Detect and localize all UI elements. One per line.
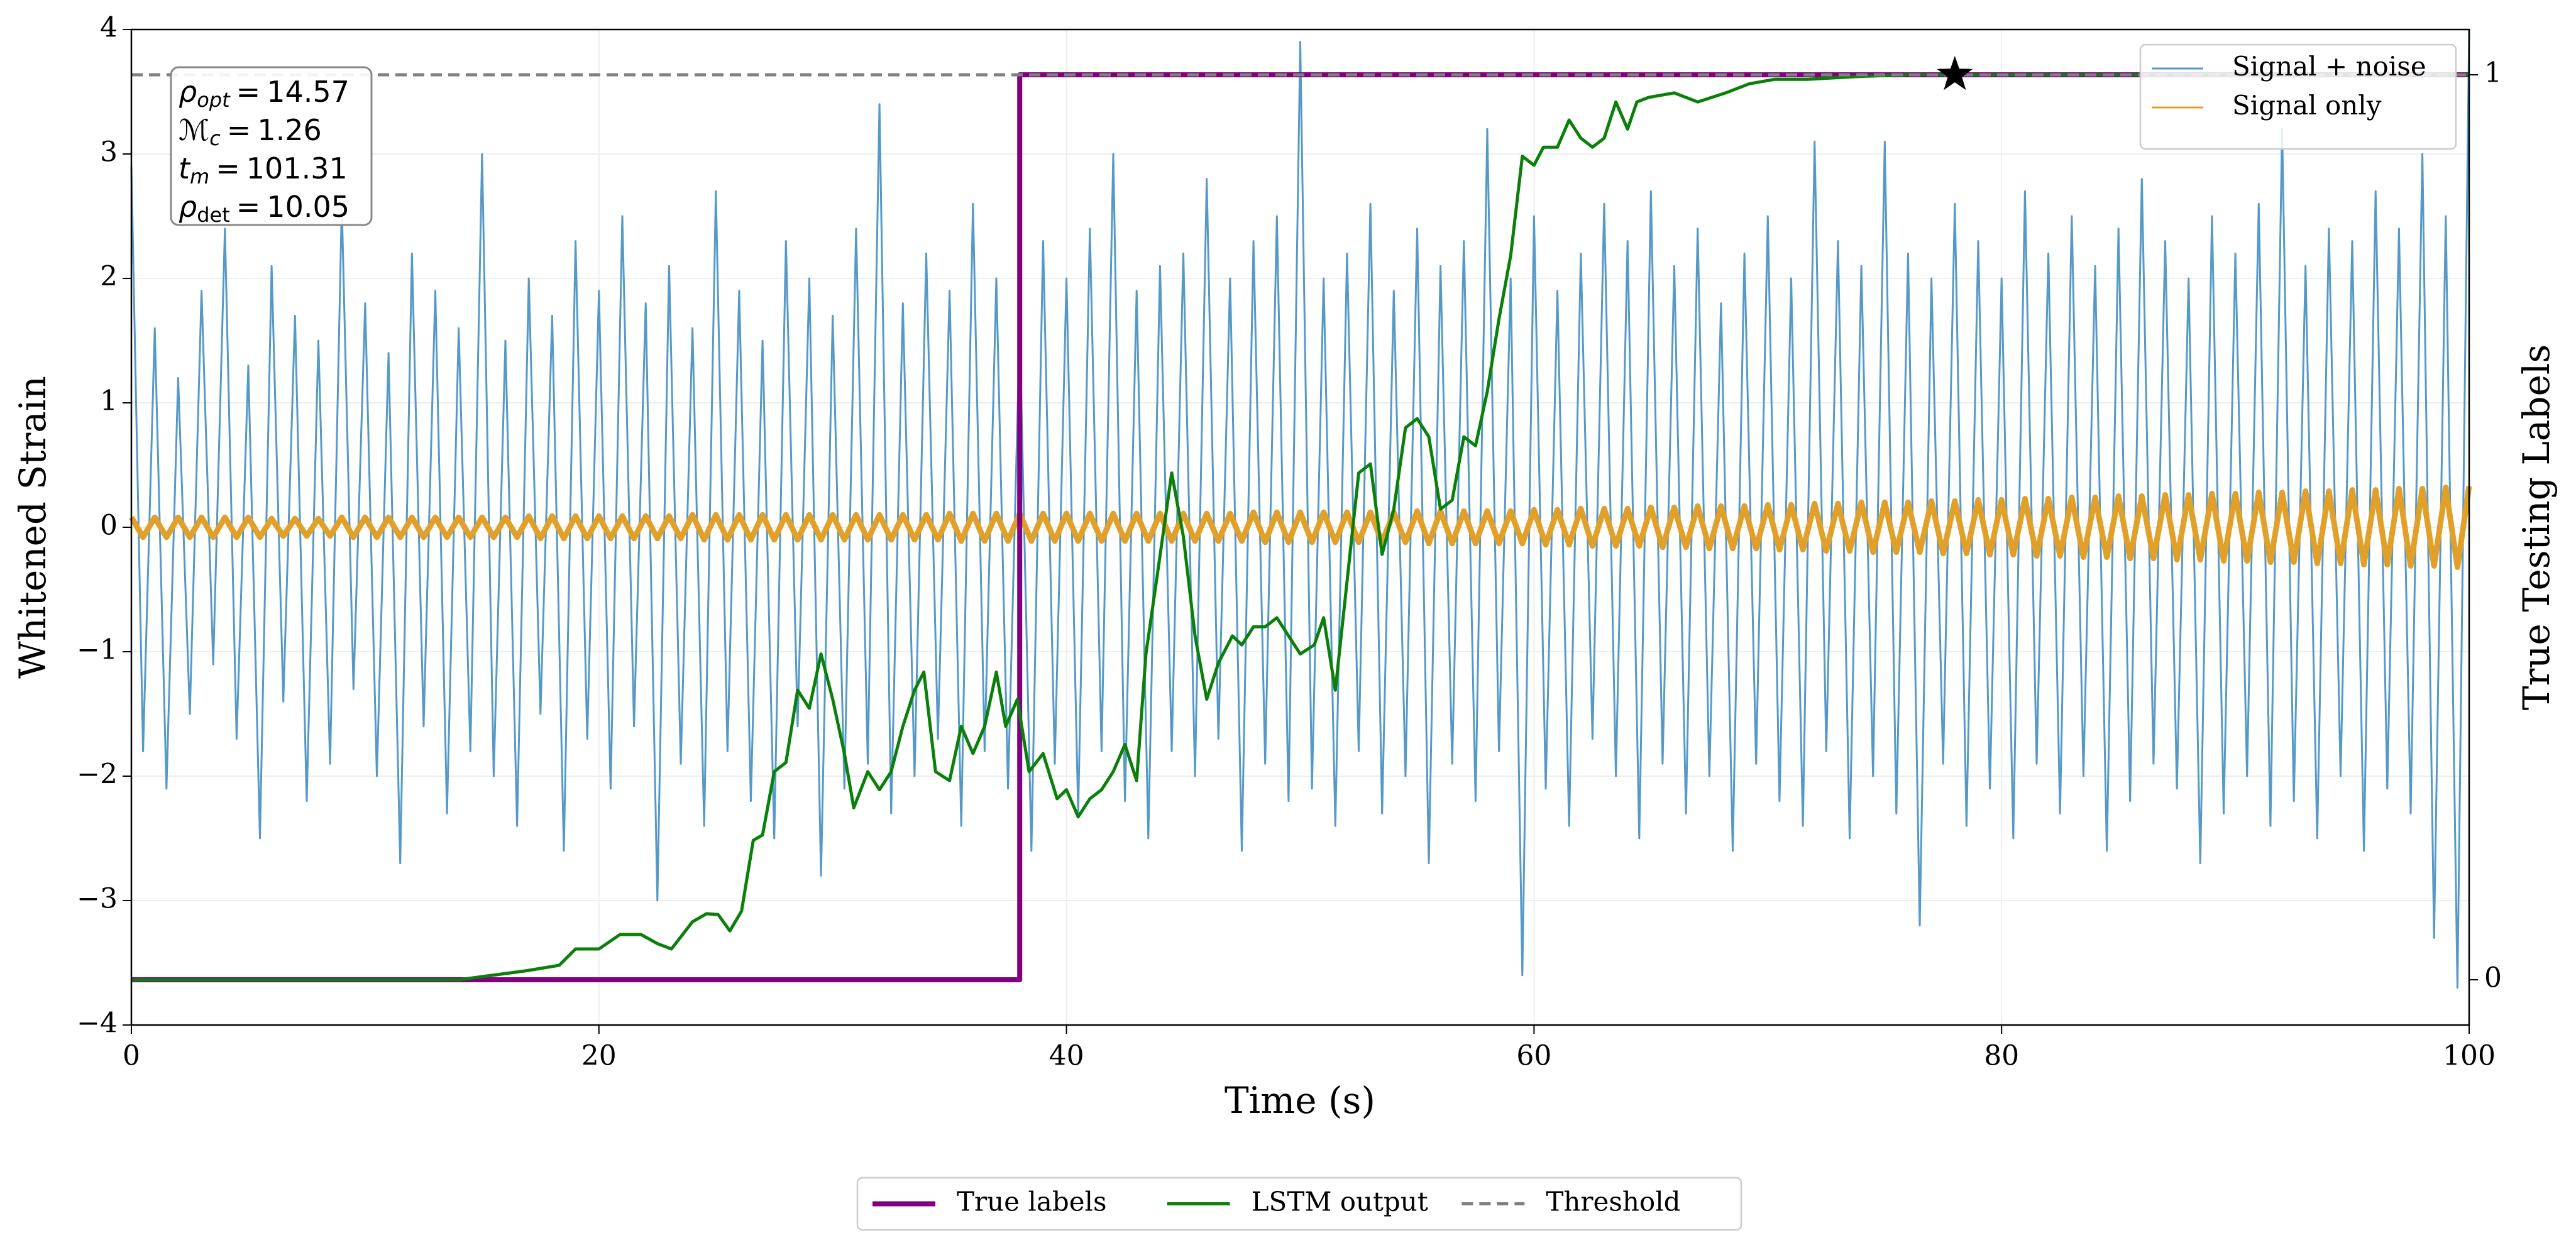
annotation-value: 14.57 <box>267 75 350 109</box>
y-tick-label: −4 <box>77 1007 118 1039</box>
annotation-symbol: t <box>179 151 191 185</box>
x-tick-label: 20 <box>581 1040 617 1072</box>
y-tick-label: −3 <box>77 883 118 915</box>
y2-axis-label: True Testing Labels <box>2515 344 2558 710</box>
axes-frame <box>130 28 2470 1026</box>
y-tick-label: −2 <box>77 759 118 791</box>
annotation-subscript: det <box>197 203 230 227</box>
annotation-text: ρopt = 14.57 <box>179 75 350 112</box>
annotation-symbol: ρ <box>179 75 197 109</box>
legend-frame <box>856 1176 1742 1231</box>
legend: True labels LSTM output Threshold <box>856 1176 1742 1231</box>
legend-frame <box>2139 43 2457 150</box>
y2-tick-label: 1 <box>2484 57 2502 89</box>
legend-label: Threshold <box>1546 1187 1680 1217</box>
x-tick-label: 0 <box>123 1040 140 1072</box>
legend-label: Signal + noise <box>2232 51 2426 82</box>
plot-area <box>129 29 2472 1026</box>
legend-label: True labels <box>957 1187 1107 1217</box>
annotation-text: tm = 101.31 <box>179 151 348 189</box>
x-tick-label: 100 <box>2443 1040 2496 1072</box>
y-tick-label: 0 <box>100 510 118 542</box>
annotation-subscript: m <box>190 165 209 189</box>
annotation-operator: = <box>227 113 251 147</box>
annotation-value: 101.31 <box>246 151 348 185</box>
y-tick-label: 4 <box>100 12 118 44</box>
annotation-symbol: ρ <box>179 190 197 224</box>
y-tick-label: −1 <box>77 634 118 666</box>
annotation-text: ρdet = 10.05 <box>179 190 350 228</box>
annotation-operator: = <box>236 190 261 224</box>
star-marker <box>1937 56 1973 90</box>
y-tick-label: 3 <box>100 136 118 168</box>
legend-label: LSTM output <box>1252 1187 1428 1217</box>
series-line <box>131 73 2469 982</box>
y-axis-label: Whitened Strain <box>11 376 54 679</box>
annotation-text: ℳc = 1.26 <box>179 113 322 151</box>
y2-tick-label: 0 <box>2484 962 2502 994</box>
annotation-value: 1.26 <box>257 113 321 147</box>
annotation-operator: = <box>236 75 261 109</box>
x-tick-label: 40 <box>1049 1040 1084 1072</box>
annotation-frame <box>170 66 373 226</box>
annotation-value: 10.05 <box>267 190 350 224</box>
series-line <box>131 72 2469 982</box>
x-tick-label: 80 <box>1984 1040 2019 1072</box>
y-tick-label: 1 <box>100 385 118 417</box>
annotation-subscript: opt <box>197 88 231 112</box>
annotation-subscript: c <box>209 126 221 150</box>
series-line <box>130 29 2470 989</box>
x-tick-label: 60 <box>1516 1040 1551 1072</box>
legend-label: Signal only <box>2232 90 2382 121</box>
annotation-symbol: ℳ <box>179 113 209 147</box>
y-tick-label: 2 <box>100 261 118 293</box>
annotation-operator: = <box>216 151 240 185</box>
legend: Signal + noise Signal only <box>2139 43 2457 150</box>
series-line <box>129 485 2472 570</box>
x-axis-label: Time (s) <box>1225 1079 1375 1122</box>
